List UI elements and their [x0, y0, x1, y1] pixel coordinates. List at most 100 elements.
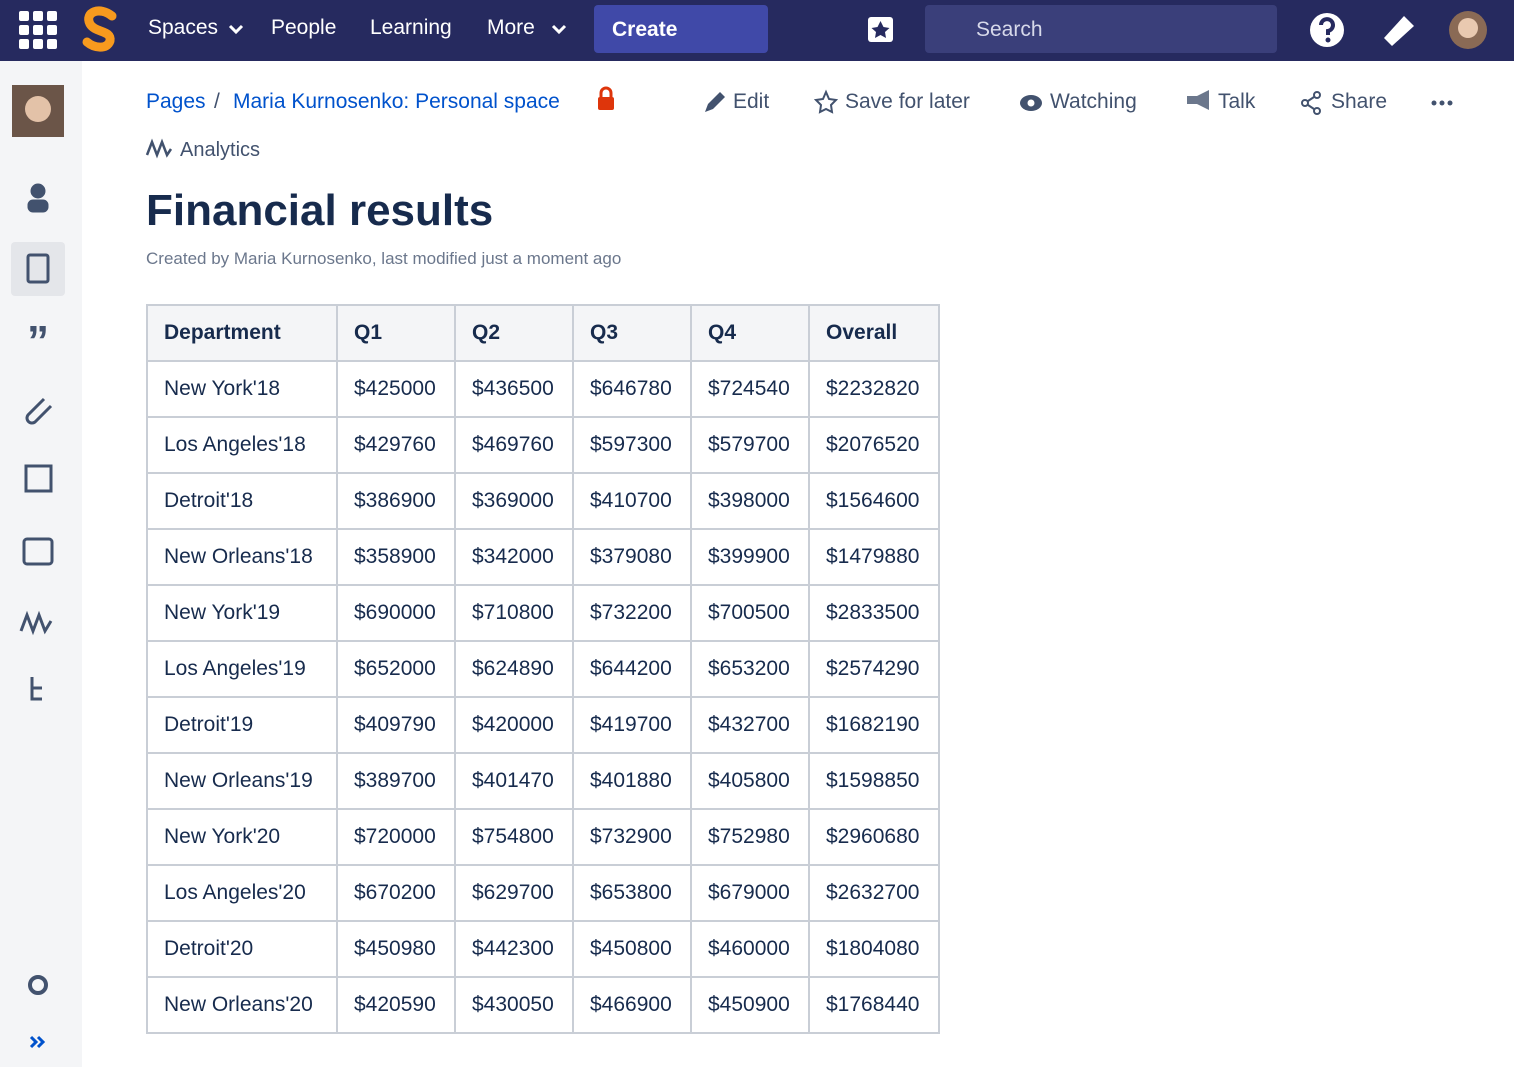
analytics-link[interactable]: Analytics [180, 139, 261, 161]
create-button[interactable]: Create [594, 5, 768, 53]
table-cell: $432700 [690, 696, 810, 754]
table-row: Detroit'18 $386900 $369000 $410700 $398000 $1… [146, 472, 940, 530]
table-cell: $752980 [690, 808, 810, 866]
nav-people[interactable]: People [271, 16, 337, 39]
settings-icon[interactable] [28, 975, 48, 995]
logo[interactable] [82, 6, 117, 52]
table-cell: $409790 [336, 696, 456, 754]
table-cell: $710800 [454, 584, 574, 642]
breadcrumb[interactable]: Pages [146, 90, 206, 113]
pages-active[interactable] [11, 242, 65, 296]
people-icon[interactable] [30, 183, 46, 199]
table-row: Los Angeles'18 $429760 $469760 $597300 $5797… [146, 416, 940, 474]
table-cell: $405800 [690, 752, 810, 810]
table-cell: $646780 [572, 360, 692, 418]
table-cell: $399900 [690, 528, 810, 586]
table-cell: $1598850 [808, 752, 940, 810]
nav-learning[interactable]: Learning [370, 16, 452, 39]
table-cell: New Orleans'20 [146, 976, 338, 1034]
table-cell: $1768440 [808, 976, 940, 1034]
table-cell: $679000 [690, 864, 810, 922]
table-cell: $2833500 [808, 584, 940, 642]
table-cell: $401880 [572, 752, 692, 810]
table-cell: $469760 [454, 416, 574, 474]
table-cell: $419700 [572, 696, 692, 754]
table-row: Los Angeles'20 $670200 $629700 $653800 $6790… [146, 864, 940, 922]
blog-icon[interactable]: ” [27, 317, 49, 366]
create-label: Create [612, 18, 678, 41]
table-cell: $653200 [690, 640, 810, 698]
page-title: Financial results [146, 186, 494, 235]
calendar-table-icon[interactable] [24, 464, 53, 493]
table-cell: New York'19 [146, 584, 338, 642]
table-cell: $644200 [572, 640, 692, 698]
table-cell: $1564600 [808, 472, 940, 530]
table-cell: $754800 [454, 808, 574, 866]
sidebar: ” [0, 61, 82, 1067]
restriction-icon[interactable] [598, 97, 614, 110]
table-body: New York'18 $425000 $436500 $646780 $724540 $… [146, 360, 940, 1034]
table-cell: $629700 [454, 864, 574, 922]
table-cell: $670200 [336, 864, 456, 922]
table-cell: $732900 [572, 808, 692, 866]
share-action[interactable]: Share [1331, 90, 1388, 113]
header-cell: Overall [808, 304, 940, 362]
table-cell: $450800 [572, 920, 692, 978]
save-action[interactable]: Save for later [845, 90, 970, 113]
table-cell: $401470 [454, 752, 574, 810]
table-cell: $652000 [336, 640, 456, 698]
table-cell: $732200 [572, 584, 692, 642]
table-cell: $430050 [454, 976, 574, 1034]
table-cell: New Orleans'18 [146, 528, 338, 586]
table-cell: $386900 [336, 472, 456, 530]
attachments-icon[interactable] [25, 397, 53, 425]
table-row: Los Angeles'19 $652000 $624890 $644200 $6532… [146, 640, 940, 698]
nav-spaces[interactable]: Spaces [148, 16, 219, 39]
table-cell: New Orleans'19 [146, 752, 338, 810]
pages-icon [26, 253, 50, 284]
table-cell: $1682190 [808, 696, 940, 754]
table-row: New Orleans'18 $358900 $342000 $379080 $3999… [146, 528, 940, 586]
calendar-icon[interactable] [22, 537, 54, 566]
expand-icon[interactable] [29, 1035, 46, 1049]
search-box[interactable]: Search [925, 5, 1277, 53]
table-row: Detroit'20 $450980 $442300 $450800 $460000 $1… [146, 920, 940, 978]
results-table: Department Q1 Q2 Q3 Q4 Overall New York'18 $42… [146, 304, 940, 1034]
nav-more[interactable]: More [487, 16, 535, 39]
table-cell: $724540 [690, 360, 810, 418]
table-cell: $450980 [336, 920, 456, 978]
table-cell: $436500 [454, 360, 574, 418]
breadcrumb[interactable]: Maria Kurnosenko: Personal space [233, 90, 560, 113]
app-switcher[interactable] [19, 11, 57, 49]
edit-action[interactable]: Edit [733, 90, 770, 113]
table-cell: $429760 [336, 416, 456, 474]
table-cell: Detroit'18 [146, 472, 338, 530]
breadcrumb-separator: / [214, 90, 220, 113]
table-cell: $389700 [336, 752, 456, 810]
table-cell: $720000 [336, 808, 456, 866]
table-cell: $700500 [690, 584, 810, 642]
tree-icon[interactable] [30, 677, 42, 701]
search-placeholder: Search [976, 18, 1043, 41]
header-cell: Q2 [454, 304, 574, 362]
talk-action[interactable]: Talk [1218, 90, 1256, 113]
table-cell: $420590 [336, 976, 456, 1034]
notifications-icon[interactable] [1384, 16, 1414, 46]
table-cell: $410700 [572, 472, 692, 530]
table-cell: $398000 [690, 472, 810, 530]
table-cell: Los Angeles'20 [146, 864, 338, 922]
analytics-icon[interactable] [19, 610, 53, 636]
header-cell: Q4 [690, 304, 810, 362]
header-row: Department Q1 Q2 Q3 Q4 Overall [146, 304, 940, 362]
header-cell: Q1 [336, 304, 456, 362]
header-cell: Q3 [572, 304, 692, 362]
table-row: Detroit'19 $409790 $420000 $419700 $432700 $1… [146, 696, 940, 754]
table-cell: $466900 [572, 976, 692, 1034]
table-cell: $1479880 [808, 528, 940, 586]
table-cell: $425000 [336, 360, 456, 418]
table-row: New Orleans'20 $420590 $430050 $466900 $4509… [146, 976, 940, 1034]
watch-action[interactable]: Watching [1050, 90, 1137, 113]
table-cell: $2960680 [808, 808, 940, 866]
table-cell: $2232820 [808, 360, 940, 418]
